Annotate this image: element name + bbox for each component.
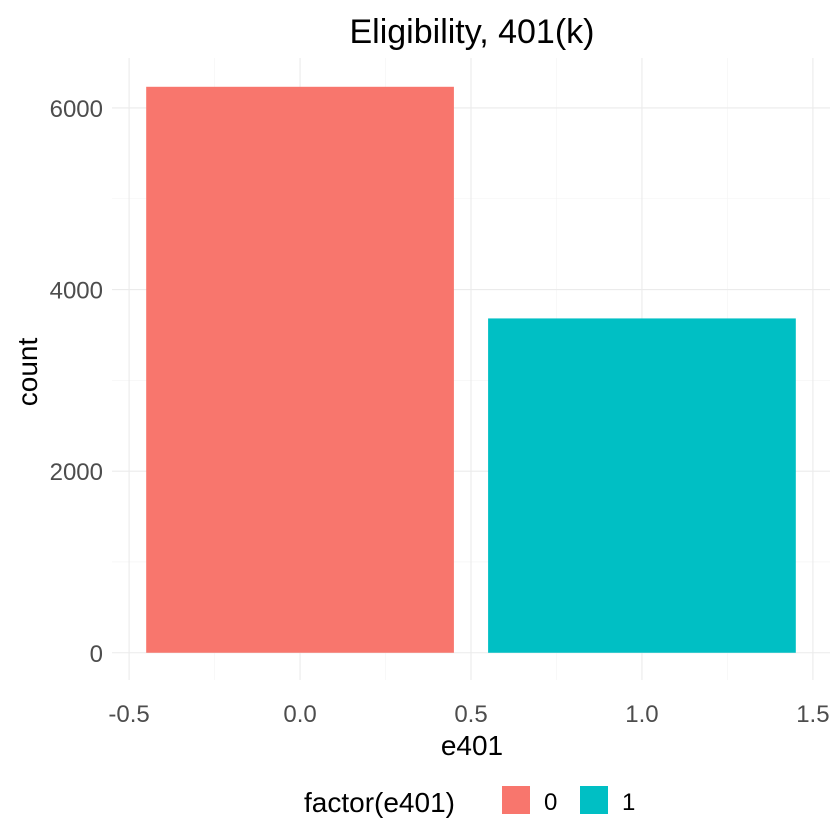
legend-title: factor(e401) [304, 787, 455, 818]
x-axis-title: e401 [441, 730, 503, 761]
y-tick-label: 0 [90, 641, 103, 668]
legend-label-0: 0 [544, 789, 557, 816]
legend-swatch-1 [580, 786, 608, 814]
y-tick-label: 6000 [50, 96, 103, 123]
x-tick-label: 1.0 [625, 701, 658, 728]
x-tick-label: -0.5 [108, 701, 149, 728]
x-tick-label: 1.5 [796, 701, 829, 728]
y-axis-title: count [12, 338, 43, 407]
x-tick-label: 0.0 [283, 701, 316, 728]
legend: factor(e401) 0 1 [304, 786, 635, 818]
bar-e401-1 [488, 318, 796, 653]
x-axis-ticks: -0.5 0.0 0.5 1.0 1.5 [108, 701, 829, 728]
legend-swatch-0 [502, 786, 530, 814]
y-tick-label: 4000 [50, 278, 103, 305]
x-tick-label: 0.5 [454, 701, 487, 728]
y-tick-label: 2000 [50, 459, 103, 486]
y-axis-ticks: 0 2000 4000 6000 [50, 96, 103, 668]
bar-e401-0 [146, 86, 454, 653]
bars [146, 86, 796, 653]
legend-label-1: 1 [622, 789, 635, 816]
chart-title: Eligibility, 401(k) [349, 13, 594, 51]
